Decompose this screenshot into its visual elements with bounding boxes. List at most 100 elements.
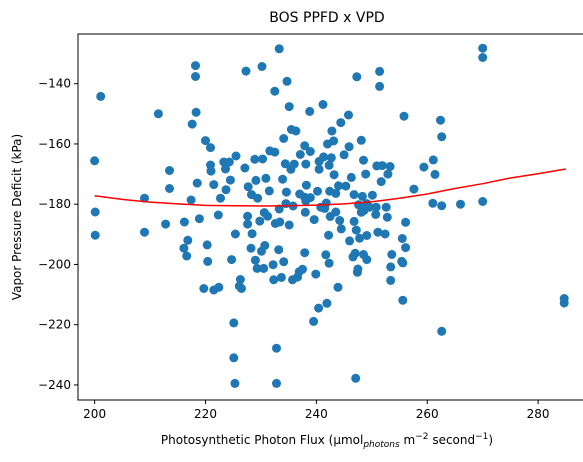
data-point — [349, 190, 359, 200]
data-point — [281, 187, 291, 197]
data-point — [209, 180, 219, 190]
data-point — [428, 155, 438, 165]
data-point — [252, 263, 262, 273]
data-point — [344, 142, 354, 152]
data-point — [235, 275, 245, 284]
data-point — [387, 250, 397, 259]
data-point — [327, 126, 337, 136]
x-tick-label: 240 — [305, 407, 328, 421]
plot-frame — [77, 33, 583, 401]
data-point — [295, 150, 305, 159]
data-point — [269, 275, 279, 285]
data-point — [362, 255, 372, 265]
data-point — [187, 119, 197, 129]
data-point — [376, 177, 386, 187]
data-point — [272, 378, 281, 388]
data-point — [224, 157, 234, 167]
data-point — [385, 162, 395, 171]
data-point — [324, 258, 334, 268]
data-point — [241, 66, 251, 76]
data-point — [305, 106, 315, 116]
y-axis: −240 −220 −200 −180 −160 −140 — [38, 77, 78, 392]
data-point — [318, 100, 328, 109]
data-point — [322, 298, 332, 308]
data-point — [179, 243, 189, 253]
data-point — [365, 202, 375, 212]
data-point — [382, 212, 392, 222]
data-point — [361, 169, 371, 179]
data-point — [349, 216, 359, 226]
data-point — [274, 245, 284, 255]
data-point — [255, 216, 265, 226]
data-point — [398, 258, 408, 268]
y-tick-label: −240 — [38, 378, 71, 392]
data-point — [206, 143, 215, 153]
data-point — [336, 224, 346, 234]
y-axis-label: Vapor Pressure Deficit (kPa) — [10, 134, 24, 300]
data-point — [270, 86, 280, 96]
y-tick-label: −160 — [38, 137, 71, 151]
data-point — [250, 255, 260, 265]
chart-title: BOS PPFD x VPD — [269, 10, 384, 26]
data-point — [186, 195, 196, 205]
data-point — [264, 186, 274, 196]
data-point — [314, 164, 324, 174]
data-point — [436, 115, 445, 125]
data-point — [161, 219, 171, 229]
data-point — [401, 243, 411, 253]
data-point — [140, 193, 149, 203]
data-point — [314, 303, 324, 313]
data-point — [201, 136, 210, 146]
data-point — [377, 161, 387, 171]
data-point — [383, 169, 393, 179]
data-point — [331, 207, 341, 217]
data-point — [339, 150, 349, 160]
data-point — [309, 215, 319, 225]
data-point — [478, 197, 488, 206]
data-point — [263, 211, 273, 221]
data-point — [456, 199, 465, 209]
data-point — [243, 211, 253, 221]
data-point — [311, 269, 321, 279]
data-point — [284, 220, 294, 230]
data-point — [191, 72, 200, 81]
data-point — [282, 76, 292, 86]
data-point — [213, 210, 223, 220]
data-point — [399, 111, 409, 121]
data-point — [191, 107, 201, 117]
data-point — [346, 172, 356, 182]
data-point — [270, 147, 280, 157]
data-point — [381, 202, 391, 212]
data-point — [398, 295, 408, 305]
data-point — [300, 141, 310, 151]
data-point — [90, 230, 100, 240]
data-point — [272, 343, 281, 353]
data-point — [430, 169, 440, 179]
data-point — [203, 256, 213, 266]
data-point — [326, 153, 336, 163]
data-point — [336, 118, 346, 128]
data-point — [246, 243, 256, 253]
data-point — [221, 164, 230, 174]
data-point — [221, 185, 231, 195]
data-point — [373, 227, 383, 237]
data-point — [375, 81, 385, 91]
data-point — [259, 263, 269, 273]
y-tick-label: −180 — [38, 197, 71, 211]
data-point — [140, 227, 149, 237]
x-tick-label: 220 — [194, 407, 217, 421]
data-point — [351, 225, 361, 235]
data-point — [386, 275, 396, 285]
data-point — [261, 173, 271, 183]
data-point — [90, 156, 100, 166]
data-point — [478, 53, 488, 62]
data-point — [324, 230, 334, 240]
data-point — [319, 152, 329, 162]
data-point — [356, 135, 366, 145]
data-point — [279, 257, 289, 267]
data-point — [274, 44, 284, 54]
data-point — [386, 262, 396, 272]
data-point — [401, 217, 411, 227]
data-point — [437, 326, 447, 336]
